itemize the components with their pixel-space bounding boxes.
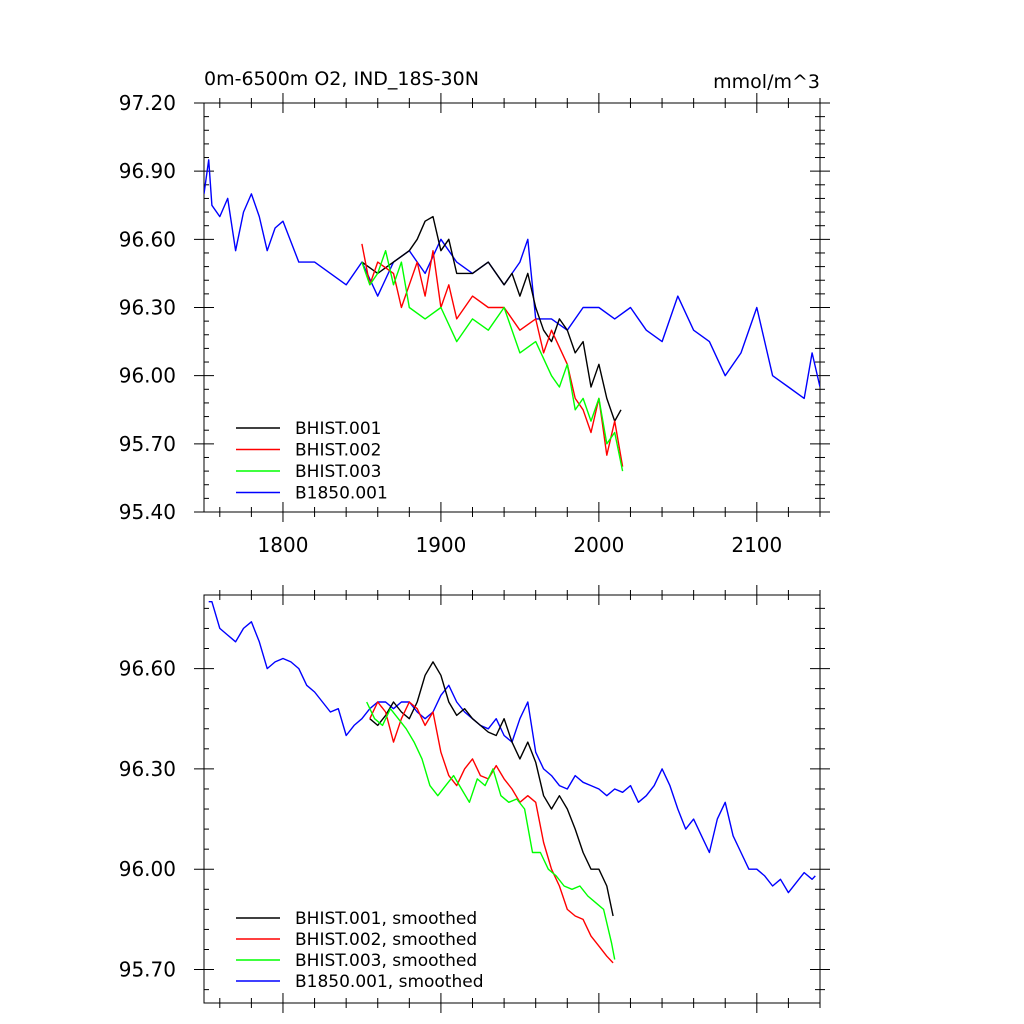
series-line-bhist-003 — [361, 249, 624, 472]
series-line-bhist-002 — [361, 243, 624, 467]
top-panel: 0m-6500m O2, IND_18S-30N mmol/m^3 1800 19… — [119, 68, 830, 557]
y-tick-label: 96.00 — [119, 857, 176, 881]
x-tick-label: 2100 — [731, 533, 782, 557]
series-line-bhist-003-smoothed — [366, 701, 616, 960]
series-line-b1850-001 — [204, 159, 820, 400]
y-tick-label: 95.70 — [119, 432, 176, 456]
x-tick-label: 2000 — [573, 533, 624, 557]
y-tick-label: 96.00 — [119, 364, 176, 388]
y-tick-label: 97.20 — [119, 91, 176, 115]
legend-label: BHIST.001 — [295, 419, 381, 439]
legend-label: BHIST.002, smoothed — [295, 930, 477, 950]
y-tick-label: 96.60 — [119, 657, 176, 681]
chart-title: 0m-6500m O2, IND_18S-30N — [204, 68, 479, 90]
x-tick-label: 1900 — [415, 533, 466, 557]
series-line-bhist-001 — [361, 215, 622, 422]
legend-label: BHIST.002 — [295, 441, 381, 461]
y-tick-label: 96.30 — [119, 757, 176, 781]
legend-label: B1850.001 — [295, 484, 388, 504]
units-label: mmol/m^3 — [713, 71, 820, 93]
y-tick-label: 96.30 — [119, 296, 176, 320]
series-line-bhist-002-smoothed — [369, 701, 614, 964]
y-tick-label: 95.70 — [119, 958, 176, 982]
series-line-bhist-001-smoothed — [369, 661, 614, 917]
y-tick-label: 96.90 — [119, 159, 176, 183]
legend-label: BHIST.001, smoothed — [295, 909, 477, 929]
legend-label: BHIST.003 — [295, 462, 381, 482]
series-line-b1850-001-smoothed — [208, 601, 816, 894]
plot-frame — [203, 594, 821, 1004]
legend-label: BHIST.003, smoothed — [295, 951, 477, 971]
y-tick-label: 96.60 — [119, 227, 176, 251]
y-tick-label: 95.40 — [119, 500, 176, 524]
legend-label: B1850.001, smoothed — [295, 972, 484, 992]
x-tick-label: 1800 — [258, 533, 309, 557]
